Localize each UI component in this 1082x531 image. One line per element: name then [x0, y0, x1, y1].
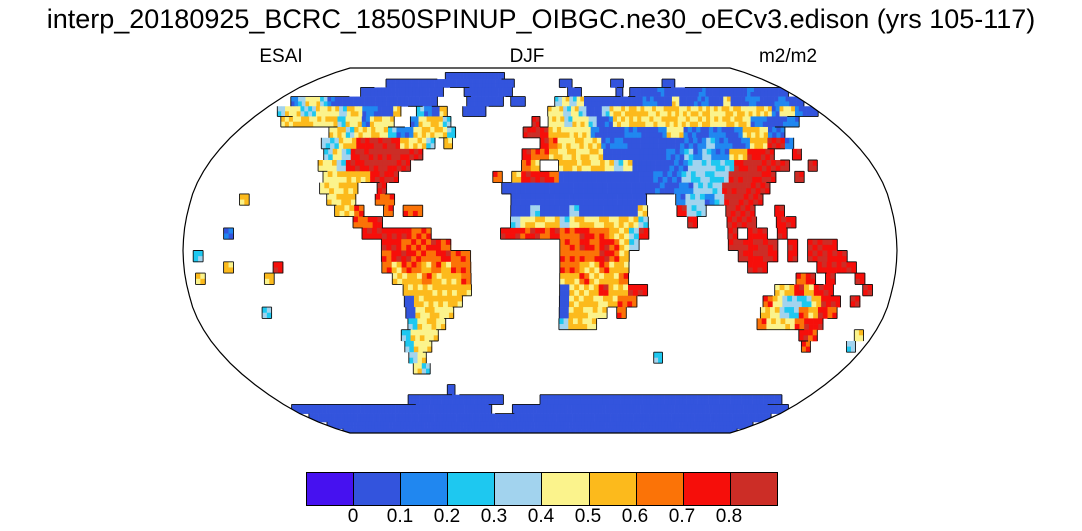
field-label: ESAI [259, 46, 303, 67]
map-grid [192, 71, 873, 433]
colorbar-segment [401, 473, 449, 505]
colorbar-segment [354, 473, 402, 505]
colorbar-segment [307, 473, 355, 505]
coastline [192, 71, 873, 433]
colorbar-tick-label: 0.2 [433, 506, 461, 527]
colorbar-tick-label: 0.6 [621, 506, 649, 527]
colorbar-segment [683, 473, 731, 505]
colorbar-tick-label: 0.3 [480, 506, 508, 527]
colorbar-tick-label: 0 [347, 506, 359, 527]
map-outline [182, 67, 898, 434]
colorbar-tick-label: 0.8 [715, 506, 743, 527]
colorbar-segment [542, 473, 590, 505]
colorbar [306, 472, 778, 506]
colorbar-tick-label: 0.4 [527, 506, 555, 527]
colorbar-tick-label: 0.7 [668, 506, 696, 527]
colorbar-tick-label: 0.5 [574, 506, 602, 527]
colorbar-segment [495, 473, 543, 505]
colorbar-segment [448, 473, 496, 505]
colorbar-segment [730, 473, 777, 505]
plot-title: interp_20180925_BCRC_1850SPINUP_OIBGC.ne… [46, 4, 1036, 34]
units-label: m2/m2 [758, 46, 818, 67]
colorbar-segment [589, 473, 637, 505]
colorbar-tick-label: 0.1 [386, 506, 414, 527]
colorbar-segment [636, 473, 684, 505]
season-label: DJF [509, 46, 545, 67]
